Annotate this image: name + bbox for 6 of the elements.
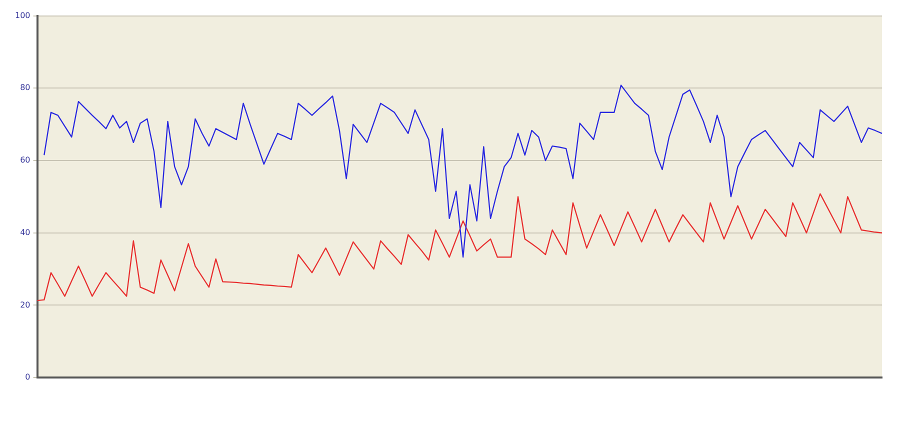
y-tick-label: 60: [20, 156, 30, 165]
y-tick-label: 20: [20, 300, 30, 310]
y-tick-label: 80: [20, 83, 30, 92]
y-tick-label: 0: [25, 372, 30, 382]
y-tick-label: 100: [14, 10, 30, 20]
y-tick-label: 40: [20, 228, 30, 237]
